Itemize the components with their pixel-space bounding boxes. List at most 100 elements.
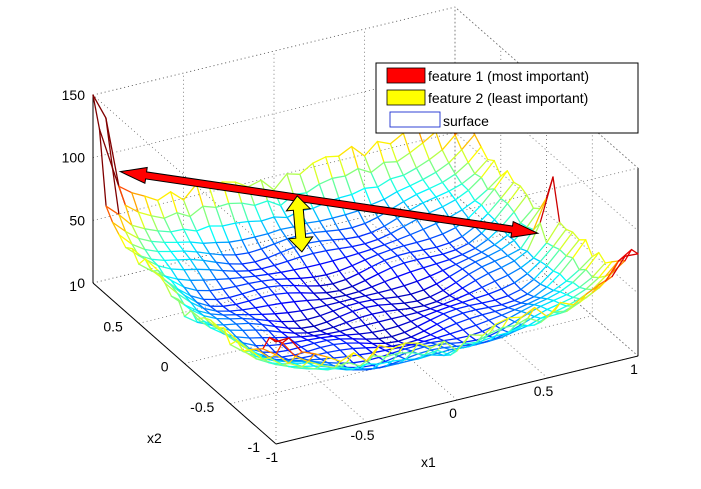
- surface-mesh-line: [150, 240, 165, 244]
- surface-mesh-line: [313, 325, 321, 332]
- surface-mesh-line: [402, 200, 411, 211]
- surface-mesh-line: [488, 323, 497, 335]
- surface-mesh-line: [189, 205, 204, 218]
- surface-mesh-line: [228, 276, 243, 280]
- surface-mesh-line: [481, 244, 496, 253]
- surface-mesh-line: [468, 266, 483, 275]
- surface-mesh-line: [92, 94, 107, 119]
- surface-mesh-line: [325, 155, 340, 158]
- surface-mesh-line: [345, 317, 360, 324]
- axis-edge: [92, 282, 277, 445]
- surface-mesh-line: [591, 262, 606, 278]
- surface-mesh-line: [377, 304, 386, 313]
- surface-mesh-line: [248, 282, 256, 291]
- surface-mesh-line: [461, 199, 476, 211]
- surface-mesh-line: [241, 202, 249, 223]
- surface-mesh-line: [254, 318, 270, 322]
- surface-mesh-line: [514, 325, 529, 332]
- surface-mesh-line: [144, 228, 153, 243]
- surface-mesh-line: [539, 297, 548, 300]
- surface-mesh-line: [202, 259, 211, 271]
- surface-mesh-line: [351, 245, 360, 255]
- surface-mesh-line: [396, 185, 411, 193]
- surface-mesh-line: [565, 239, 580, 257]
- surface-mesh-line: [435, 283, 444, 292]
- surface-mesh-line: [455, 298, 464, 303]
- surface-mesh-line: [137, 211, 152, 217]
- surface-mesh-line: [286, 260, 295, 271]
- surface-mesh-line: [138, 263, 153, 272]
- surface-mesh-line: [409, 234, 418, 244]
- surface-mesh-line: [300, 342, 315, 348]
- surface-mesh-line: [254, 261, 263, 270]
- surface-mesh-line: [546, 265, 554, 272]
- surface-mesh-line: [202, 259, 217, 263]
- surface-mesh-line: [410, 289, 425, 295]
- surface-mesh-line: [338, 265, 353, 272]
- surface-mesh-line: [441, 199, 457, 208]
- surface-mesh-line: [383, 259, 392, 269]
- surface-mesh-line: [260, 268, 269, 275]
- surface-mesh-line: [124, 204, 139, 213]
- surface-mesh-line: [572, 296, 581, 300]
- surface-mesh-line: [338, 289, 347, 296]
- surface-mesh-line: [118, 234, 127, 249]
- surface-mesh-line: [378, 356, 387, 362]
- surface-mesh-line: [410, 307, 419, 314]
- surface-mesh-line: [260, 280, 269, 288]
- surface-mesh-line: [319, 298, 328, 306]
- surface-mesh-line: [312, 230, 327, 234]
- surface-mesh-line: [202, 205, 211, 227]
- surface-mesh-line: [402, 167, 418, 176]
- surface-mesh-line: [430, 354, 445, 357]
- surface-mesh-line: [526, 250, 535, 259]
- surface-mesh-line: [461, 261, 476, 270]
- surface-mesh-line: [378, 335, 393, 340]
- surface-mesh-line: [312, 307, 321, 317]
- surface-mesh-line: [262, 348, 277, 356]
- surface-mesh-line: [506, 185, 522, 205]
- surface-mesh-line: [176, 212, 185, 230]
- surface-mesh-line: [351, 285, 360, 293]
- surface-mesh-line: [118, 214, 133, 226]
- surface-mesh-line: [565, 269, 580, 282]
- surface-mesh-line: [487, 255, 496, 262]
- surface-mesh-line: [241, 239, 250, 254]
- surface-mesh-line: [131, 224, 140, 240]
- surface-mesh-line: [339, 327, 354, 333]
- surface-mesh-line: [545, 221, 561, 244]
- surface-mesh-line: [448, 258, 457, 265]
- surface-mesh-line: [273, 243, 282, 254]
- surface-mesh-line: [293, 318, 308, 323]
- surface-mesh-line: [260, 179, 275, 191]
- surface-mesh-line: [326, 316, 341, 323]
- surface-mesh-line: [435, 263, 444, 272]
- surface-mesh-line: [455, 337, 464, 344]
- surface-mesh-line: [228, 241, 237, 256]
- surface-mesh-line: [475, 324, 484, 333]
- surface-mesh-line: [364, 321, 380, 326]
- surface-mesh-line: [267, 251, 282, 259]
- surface-mesh-line: [494, 310, 503, 316]
- surface-mesh-line: [422, 249, 431, 258]
- surface-mesh-line: [351, 187, 366, 196]
- surface-mesh-line: [357, 252, 366, 261]
- surface-mesh-line: [350, 145, 366, 157]
- surface-mesh-line: [527, 305, 542, 315]
- surface-mesh-line: [118, 185, 127, 206]
- surface-mesh-line: [325, 229, 340, 232]
- surface-mesh-line: [397, 355, 406, 360]
- surface-mesh-line: [462, 334, 471, 345]
- surface-mesh-line: [448, 253, 463, 261]
- surface-mesh-line: [378, 338, 386, 344]
- surface-mesh-line: [390, 315, 406, 320]
- surface-mesh-line: [260, 216, 275, 222]
- surface-mesh-line: [383, 239, 398, 246]
- surface-mesh-line: [546, 273, 561, 288]
- surface-mesh-line: [552, 280, 568, 292]
- y-tick-label: 1: [69, 278, 77, 294]
- surface-mesh-line: [454, 134, 463, 151]
- surface-mesh-line: [423, 323, 438, 332]
- surface-mesh-line: [254, 286, 269, 291]
- surface-mesh-line: [235, 338, 251, 350]
